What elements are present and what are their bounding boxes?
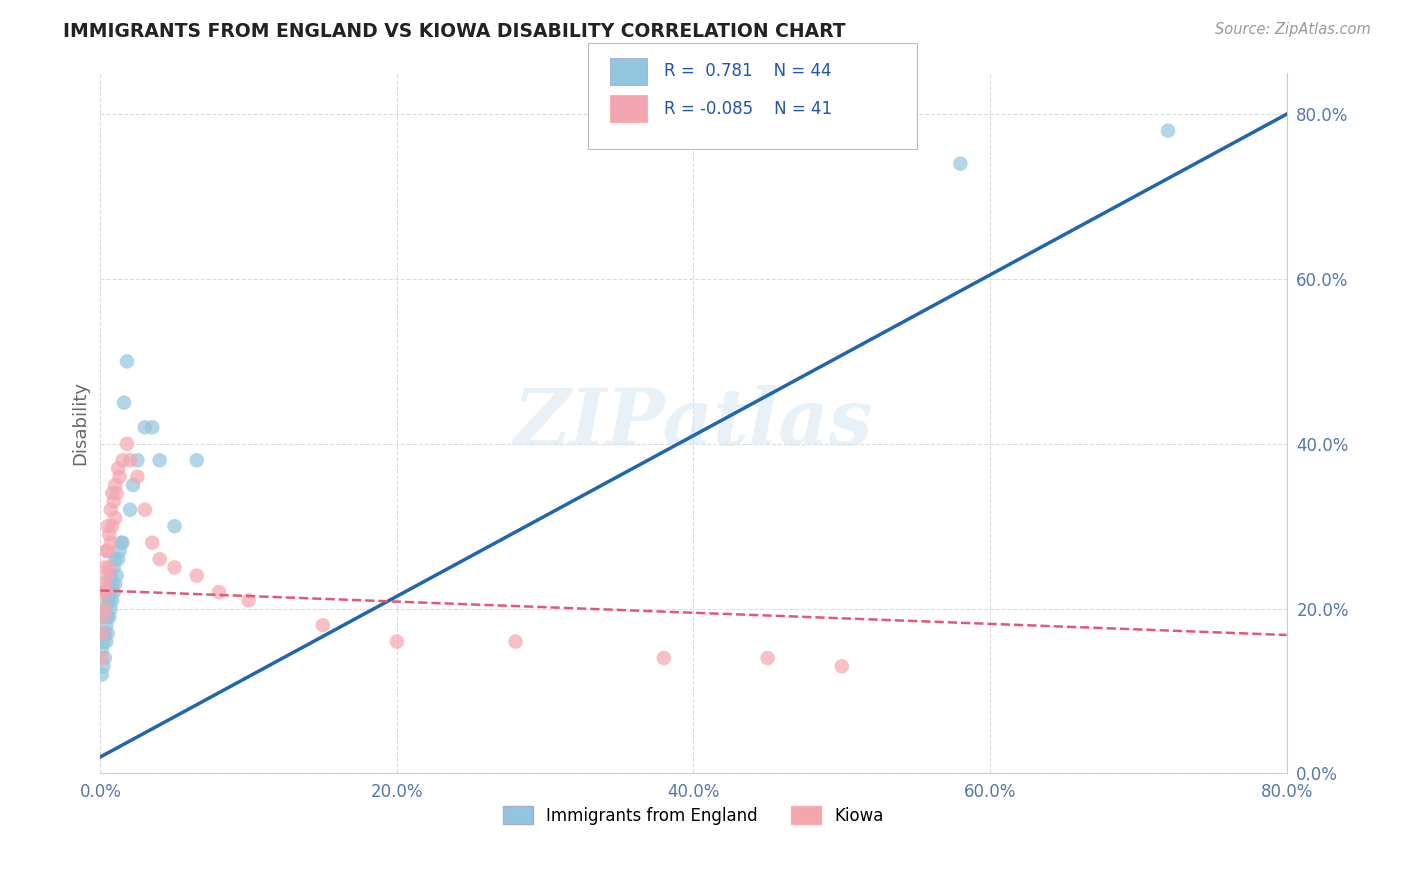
Point [111, 453, 134, 467]
Point [91, 610, 114, 624]
Point [118, 453, 141, 467]
Point [98, 527, 121, 541]
Point [756, 651, 779, 665]
Point [90, 643, 112, 657]
Point [101, 486, 124, 500]
Y-axis label: Disability: Disability [72, 381, 89, 466]
Point [97, 544, 120, 558]
Point [115, 437, 138, 451]
Point [104, 577, 127, 591]
Point [127, 469, 149, 483]
Point [96, 544, 118, 558]
Text: R = -0.085    N = 41: R = -0.085 N = 41 [664, 100, 832, 118]
Point [97, 519, 120, 533]
Point [97, 568, 120, 582]
Point [103, 585, 125, 599]
Point [96, 601, 118, 615]
Point [94, 601, 117, 615]
Point [112, 395, 135, 409]
Point [97, 585, 120, 599]
Point [90, 651, 112, 665]
Point [105, 486, 128, 500]
Point [91, 659, 114, 673]
Point [208, 585, 231, 599]
Text: R =  0.781    N = 44: R = 0.781 N = 44 [664, 62, 831, 80]
Point [100, 601, 122, 615]
Point [149, 453, 172, 467]
Point [94, 610, 117, 624]
Point [100, 535, 122, 549]
Point [100, 502, 122, 516]
Point [96, 634, 118, 648]
Point [94, 560, 117, 574]
Point [97, 626, 120, 640]
Point [163, 519, 186, 533]
Point [94, 577, 117, 591]
Point [101, 519, 124, 533]
Point [100, 585, 122, 599]
Point [96, 585, 118, 599]
Point [949, 156, 972, 170]
Point [104, 511, 127, 525]
Point [91, 626, 114, 640]
Point [90, 626, 112, 640]
Point [110, 535, 132, 549]
Point [107, 461, 129, 475]
Point [831, 659, 853, 673]
Legend: Immigrants from England, Kiowa: Immigrants from England, Kiowa [503, 806, 884, 824]
Point [103, 494, 125, 508]
Point [105, 568, 128, 582]
Point [101, 577, 124, 591]
Point [101, 593, 124, 607]
Point [115, 354, 138, 368]
Point [98, 577, 121, 591]
Point [652, 651, 675, 665]
Point [186, 453, 208, 467]
Point [134, 502, 156, 516]
Point [107, 552, 129, 566]
Point [94, 651, 117, 665]
Point [98, 610, 121, 624]
Point [385, 634, 408, 648]
Text: IMMIGRANTS FROM ENGLAND VS KIOWA DISABILITY CORRELATION CHART: IMMIGRANTS FROM ENGLAND VS KIOWA DISABIL… [63, 22, 846, 41]
Point [108, 544, 131, 558]
Point [122, 478, 145, 492]
Point [97, 593, 120, 607]
Point [141, 535, 163, 549]
Point [111, 535, 134, 549]
Text: Source: ZipAtlas.com: Source: ZipAtlas.com [1215, 22, 1371, 37]
Point [108, 469, 131, 483]
Point [104, 552, 127, 566]
Point [97, 610, 120, 624]
Point [163, 560, 186, 574]
Point [186, 568, 208, 582]
Point [96, 618, 118, 632]
Point [1157, 123, 1180, 137]
Point [90, 667, 112, 681]
Point [103, 560, 125, 574]
Point [91, 634, 114, 648]
Point [312, 618, 335, 632]
Point [91, 585, 114, 599]
Point [141, 420, 163, 434]
Point [100, 568, 122, 582]
Point [104, 478, 127, 492]
Point [98, 593, 121, 607]
Point [94, 626, 117, 640]
Text: ZIPatlas: ZIPatlas [513, 385, 873, 461]
Point [118, 502, 141, 516]
Point [134, 420, 156, 434]
Point [149, 552, 172, 566]
Point [127, 453, 149, 467]
Point [238, 593, 260, 607]
Point [98, 560, 121, 574]
Point [505, 634, 527, 648]
